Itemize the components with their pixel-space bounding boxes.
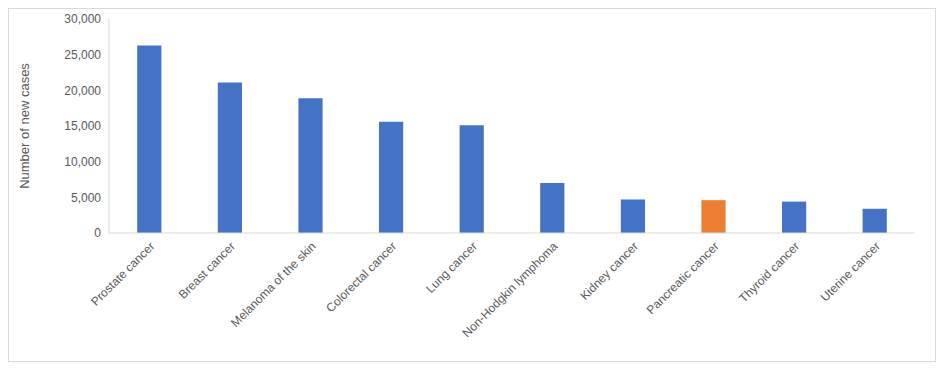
svg-text:Breast cancer: Breast cancer <box>176 239 238 301</box>
svg-text:10,000: 10,000 <box>64 155 101 169</box>
svg-text:30,000: 30,000 <box>64 12 101 26</box>
svg-text:Kidney cancer: Kidney cancer <box>577 239 641 303</box>
svg-text:25,000: 25,000 <box>64 48 101 62</box>
svg-text:5,000: 5,000 <box>71 191 101 205</box>
svg-text:Thyroid cancer: Thyroid cancer <box>736 239 802 305</box>
svg-text:Prostate cancer: Prostate cancer <box>88 239 157 308</box>
svg-text:Pancreatic cancer: Pancreatic cancer <box>644 239 722 317</box>
svg-text:Uterine cancer: Uterine cancer <box>818 239 883 304</box>
svg-text:Number of new cases: Number of new cases <box>17 63 32 189</box>
svg-text:Colorectal cancer: Colorectal cancer <box>323 239 399 315</box>
svg-text:20,000: 20,000 <box>64 84 101 98</box>
svg-text:0: 0 <box>94 226 101 240</box>
svg-text:Non-Hodgkin lymphoma: Non-Hodgkin lymphoma <box>460 239 561 340</box>
svg-text:Melanoma of the skin: Melanoma of the skin <box>228 239 319 330</box>
svg-text:15,000: 15,000 <box>64 119 101 133</box>
svg-text:Lung cancer: Lung cancer <box>423 239 480 296</box>
